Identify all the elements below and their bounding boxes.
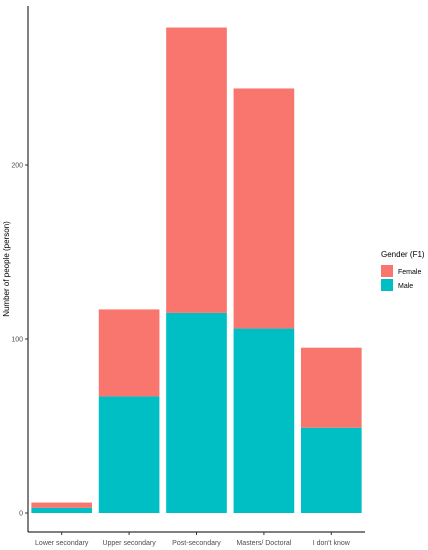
legend-label-female: Female <box>398 269 421 276</box>
x-tick-label: Post-secondary <box>172 540 221 547</box>
legend-title: Gender (F1) <box>381 250 425 259</box>
x-tick-label: Lower secondary <box>35 540 89 547</box>
y-axis-title: Number of people (person) <box>2 221 11 317</box>
y-tick-label: 200 <box>11 163 23 170</box>
y-axis-ticks: 0 100 200 <box>11 163 28 518</box>
x-tick-label: Masters/ Doctoral <box>236 540 291 547</box>
bar-female-3 <box>166 27 227 313</box>
x-tick-label: I don't know <box>313 540 351 547</box>
bar-male-3 <box>166 312 227 513</box>
legend-label-male: Male <box>398 283 413 290</box>
y-tick-label: 100 <box>11 337 23 344</box>
legend-swatch-female <box>381 265 393 277</box>
bar-male-2 <box>98 396 160 513</box>
legend-swatch-male <box>381 279 393 291</box>
bars-group <box>31 27 362 513</box>
x-tick-label: Upper secondary <box>102 540 156 547</box>
plot-area: 0 100 200 Lower secondary Upper secondary Po… <box>11 6 365 547</box>
y-tick-label: 0 <box>19 511 23 518</box>
x-axis-ticks: Lower secondary Upper secondary Post-secon… <box>35 532 351 547</box>
legend-items: Female Male <box>381 265 421 291</box>
bar-female-1 <box>31 502 93 508</box>
bar-female-5 <box>300 347 362 428</box>
bar-male-4 <box>233 328 295 513</box>
bar-male-1 <box>31 507 93 513</box>
bar-male-5 <box>300 427 362 513</box>
bar-female-4 <box>233 88 295 329</box>
bar-female-2 <box>98 309 160 397</box>
legend: Gender (F1) Female Male <box>381 250 425 291</box>
